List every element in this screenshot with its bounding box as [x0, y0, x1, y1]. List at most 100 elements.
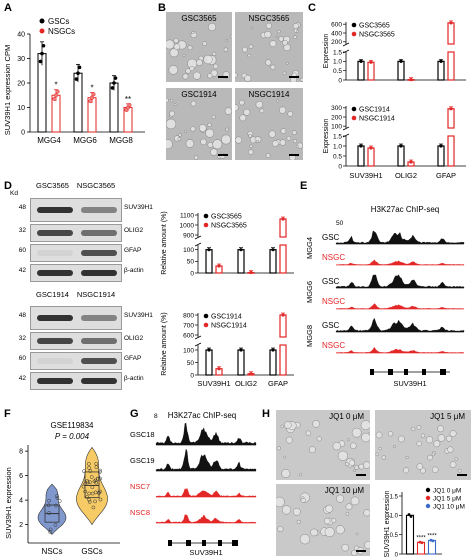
cell — [202, 41, 207, 46]
data-point — [88, 469, 93, 473]
violin — [37, 483, 67, 535]
cell — [364, 540, 370, 550]
cell — [285, 61, 289, 65]
blot-band — [37, 315, 73, 321]
y-tick-label: 700 — [183, 322, 194, 329]
cell — [363, 509, 370, 517]
blot-col-label: GSC3565 — [36, 181, 69, 190]
blot-strip — [30, 352, 122, 370]
y-ticks: 2 4 6 8 — [19, 449, 28, 529]
data-point — [53, 93, 59, 98]
y-tick-label: 50 — [187, 259, 195, 266]
track-label-nsgc: NSGC — [322, 297, 345, 306]
tracks: MGG4 GSC NSGC MGG6 GSC NSGC MGG8 GSC NSGC — [305, 230, 465, 354]
cell — [255, 100, 264, 109]
cell — [235, 72, 238, 78]
blot-band — [81, 358, 117, 364]
cell — [166, 97, 169, 103]
cell — [207, 22, 217, 32]
bar — [237, 349, 245, 376]
cell — [185, 68, 191, 74]
legend-marker — [425, 487, 431, 493]
scale-bar — [457, 474, 467, 476]
blot-strip — [30, 332, 122, 350]
blot-band — [37, 207, 73, 213]
bar-high — [279, 314, 287, 338]
exon — [202, 540, 206, 546]
cell — [345, 503, 353, 511]
bar-high — [447, 108, 455, 129]
cell — [213, 63, 219, 69]
bar — [237, 249, 245, 274]
axis-break — [342, 133, 350, 138]
cell — [247, 53, 252, 58]
bar-high — [447, 22, 455, 45]
cell — [211, 114, 216, 119]
cell — [454, 457, 458, 461]
cell — [310, 528, 318, 537]
cell — [185, 139, 195, 148]
molecular-weight: 60 — [18, 355, 26, 362]
y-tick-label: 2 — [19, 522, 23, 529]
blot-band — [81, 270, 117, 276]
data-point — [449, 107, 453, 111]
cell — [363, 461, 370, 469]
y-tick-label: 0 — [190, 372, 194, 379]
axis-break — [342, 126, 350, 131]
micrograph-texture — [235, 22, 303, 82]
cell — [271, 140, 279, 147]
bar — [416, 541, 426, 555]
bar-high — [279, 218, 287, 238]
cell — [295, 144, 299, 148]
cell — [235, 136, 243, 144]
cell — [221, 134, 231, 145]
chipseq-g: H3K27ac ChIP-seq 8 GSC18 GSC19 NSC7 NSC8 SU… — [130, 411, 257, 557]
micrograph-caption: JQ1 0 μM — [329, 412, 364, 421]
blot-band — [81, 338, 117, 344]
violins — [37, 446, 108, 535]
data-point — [207, 348, 211, 352]
y-tick-label: 1100 — [180, 212, 194, 219]
y-tick-label: 4 — [19, 498, 23, 505]
cell — [243, 108, 251, 116]
data-point — [87, 497, 92, 502]
y-tick-label: 40 — [17, 32, 25, 39]
cell — [283, 455, 287, 459]
cell — [416, 440, 422, 447]
y-tick-label: 50 — [187, 360, 195, 367]
cell — [351, 549, 358, 556]
micrograph-caption: NSGC3565 — [248, 14, 290, 23]
sample-label: MGG4 — [305, 237, 314, 259]
cell — [323, 517, 331, 525]
data-point — [217, 367, 221, 371]
y-tick-label: 400 — [331, 30, 342, 37]
legend-label-nsgcs: NSGCs — [48, 27, 75, 36]
legend-label: JQ1 0 μM — [433, 488, 461, 495]
gene-model: SUV39H1 — [370, 369, 450, 388]
blot-strip — [30, 244, 122, 262]
data-point — [55, 494, 59, 498]
blot-band-label: GFAP — [124, 247, 142, 254]
cell — [200, 138, 207, 146]
axis-break — [342, 49, 350, 54]
cell — [198, 124, 207, 132]
y-tick-label: 10 — [17, 105, 25, 112]
cell — [431, 466, 439, 474]
panel-label-c: C — [308, 2, 316, 14]
blot-col-label: NSGC3565 — [76, 181, 116, 190]
molecular-weight: 32 — [18, 227, 26, 234]
bar — [397, 145, 405, 167]
legend-label: JQ1 5 μM — [433, 496, 461, 503]
y-tick-label: 800 — [183, 312, 194, 319]
axis-label-y: SUV39H1 expression — [384, 490, 391, 557]
legend-marker — [203, 322, 209, 328]
data-point — [207, 248, 211, 252]
data-point — [83, 489, 88, 494]
micrograph-texture — [276, 492, 370, 556]
axis-label-y: Relative amount (%) — [161, 312, 168, 375]
kd-label: Kd — [10, 190, 18, 197]
micrograph-jq1-5: JQ1 5 μM — [375, 410, 471, 480]
data-point — [77, 65, 82, 70]
data-point — [41, 43, 46, 48]
cell — [192, 71, 201, 80]
